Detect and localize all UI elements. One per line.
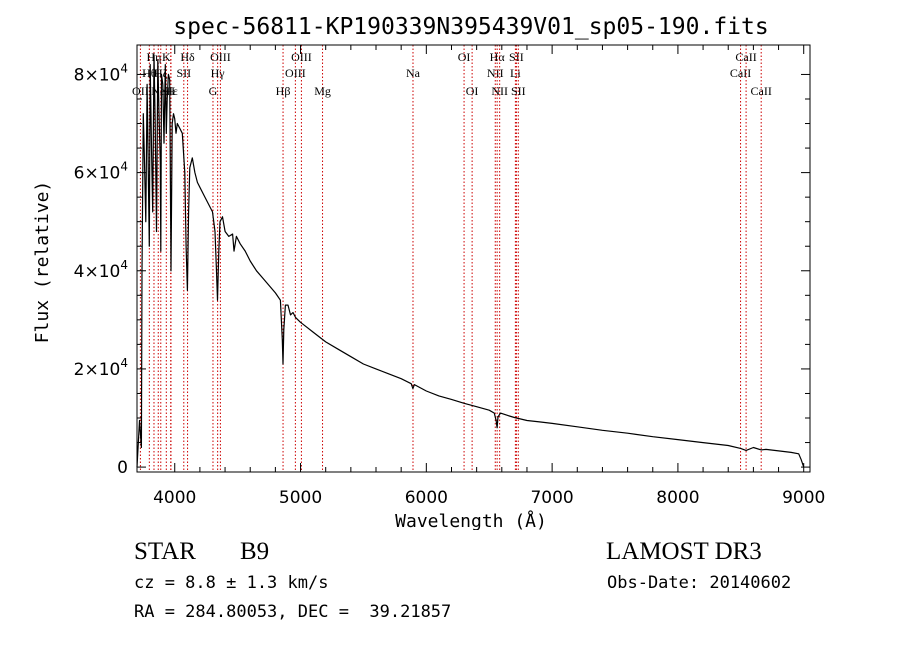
- x-tick-label: 9000: [782, 488, 825, 508]
- spectral-line-label: OII: [132, 84, 149, 98]
- coordinates: RA = 284.80053, DEC = 39.21857: [134, 602, 452, 622]
- spectral-line-label: NII: [491, 84, 508, 98]
- x-tick-label: 7000: [530, 488, 573, 508]
- y-tick-label: 0: [117, 458, 128, 478]
- x-axis: 4000 5000 6000 7000 8000 9000: [153, 45, 825, 508]
- spectral-line-label: SII: [511, 84, 526, 98]
- object-subclass: B9: [240, 538, 270, 565]
- spectral-line-label: K: [162, 50, 171, 64]
- spectrum-chart: spec-56811-KP190339N395439V01_sp05-190.f…: [32, 14, 825, 530]
- y-tick-label: 4×104: [74, 258, 128, 282]
- y-tick-label: 6×104: [74, 160, 128, 184]
- x-axis-label: Wavelength (Å): [395, 510, 547, 530]
- y-tick-label: 2×104: [74, 356, 128, 380]
- spectral-line-label: Hβ: [276, 84, 291, 98]
- spectral-line-label: Na: [406, 66, 421, 80]
- object-class: STAR: [134, 538, 196, 565]
- spectral-line-label: OIII: [285, 66, 306, 80]
- spectral-line-label: OI: [466, 84, 479, 98]
- spectral-line-label: Hδ: [180, 50, 195, 64]
- spectral-line-label: Mg: [314, 84, 331, 98]
- spectral-line-label: NII: [487, 66, 504, 80]
- spectral-line-label: OIII: [210, 50, 231, 64]
- spectrum-series: [136, 54, 805, 468]
- y-axis-label: Flux (relative): [32, 181, 53, 344]
- spectral-line-label: SII: [509, 50, 524, 64]
- spectral-line-label: OI: [458, 50, 471, 64]
- spectral-line-label: Hθ: [142, 66, 157, 80]
- observation-date: Obs-Date: 20140602: [607, 573, 792, 593]
- plot-frame: [136, 44, 811, 473]
- x-tick-label: 4000: [153, 488, 196, 508]
- spectrum-line: [136, 54, 805, 468]
- spectral-line-label: CaII: [730, 66, 751, 80]
- x-tick-label: 5000: [279, 488, 322, 508]
- y-tick-label: 8×104: [74, 61, 128, 85]
- spectral-line-label: OIII: [291, 50, 312, 64]
- chart-title: spec-56811-KP190339N395439V01_sp05-190.f…: [173, 14, 768, 40]
- x-tick-label: 6000: [405, 488, 448, 508]
- redshift-info: cz = 8.8 ± 1.3 km/s: [134, 573, 329, 593]
- spectral-line-label: CaII: [751, 84, 772, 98]
- spectral-line-label: G: [209, 84, 218, 98]
- spectral-line-markers: OIIHθHηNeHζKHHεSIIHδGHγOIIIHβOIIIOIIIMgN…: [132, 45, 772, 472]
- spectral-line-label: Hα: [490, 50, 506, 64]
- spectral-line-label: CaII: [735, 50, 756, 64]
- y-axis: 0 2×104 4×104 6×104 8×104: [74, 61, 810, 478]
- survey-label: LAMOST DR3: [606, 538, 762, 565]
- spectral-line-label: Li: [510, 66, 521, 80]
- x-tick-label: 8000: [656, 488, 699, 508]
- spectral-line-label: Hγ: [211, 66, 226, 80]
- spectral-line-label: SII: [176, 66, 191, 80]
